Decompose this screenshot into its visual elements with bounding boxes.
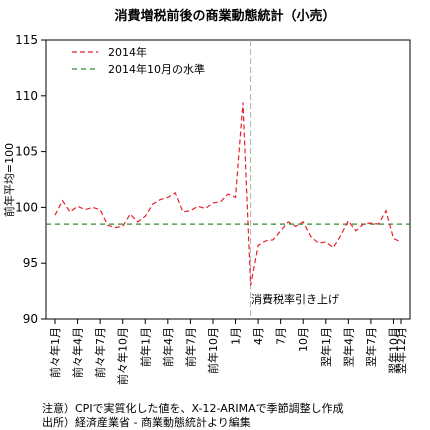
x-tick-label: 翌年12月 <box>394 327 408 374</box>
x-tick-label: 前年4月 <box>161 327 175 367</box>
chart-title: 消費増税前後の商業動態統計（小売） <box>114 8 335 24</box>
x-tick-label: 前々年4月 <box>71 327 85 378</box>
x-tick-label: 翌年4月 <box>341 327 355 367</box>
y-tick-label: 100 <box>15 200 38 214</box>
x-tick-label: 前々年1月 <box>48 327 62 378</box>
x-tick-label: 4月 <box>252 327 265 345</box>
tax-hike-annotation: 消費税率引き上げ <box>251 292 339 306</box>
y-tick-label: 115 <box>15 33 38 47</box>
legend-label-reference: 2014年10月の水準 <box>108 62 205 76</box>
x-tick-label: 前年10月 <box>206 327 220 374</box>
y-axis-label: 前年平均=100 <box>2 143 16 217</box>
y-tick-label: 110 <box>15 89 38 103</box>
x-tick-label: 翌年7月 <box>364 327 378 367</box>
series-2014-line <box>54 102 402 286</box>
y-axis: 90 95 100 105 110 115 <box>15 33 46 326</box>
legend-label-2014: 2014年 <box>108 45 147 59</box>
x-tick-label: 1月 <box>230 327 243 345</box>
x-tick-label: 7月 <box>275 327 288 345</box>
x-tick-label: 前々年10月 <box>116 327 130 385</box>
legend: 2014年 2014年10月の水準 <box>72 45 205 76</box>
y-tick-label: 105 <box>15 145 38 159</box>
x-tick-label: 前年1月 <box>138 327 152 367</box>
x-tick-label: 10月 <box>297 327 310 352</box>
x-tick-label: 翌年10月 <box>386 327 400 374</box>
x-tick-label: 翌年1月 <box>319 327 333 367</box>
plot-frame <box>45 39 411 320</box>
x-axis: 前々年1月 前々年4月 前々年7月 前々年10月 前年1月 前年4月 前年7月 前年10月 1月… <box>48 319 408 385</box>
y-tick-label: 95 <box>23 256 38 270</box>
x-tick-label: 前年7月 <box>183 327 197 367</box>
footnote-method: 注意）CPIで実質化した値を、X-12-ARIMAで季節調整し作成 <box>42 402 344 415</box>
x-tick-label: 前々年7月 <box>93 327 107 378</box>
footnote-source: 出所）経済産業省 - 商業動態統計より編集 <box>42 416 251 429</box>
y-tick-label: 90 <box>23 312 38 326</box>
